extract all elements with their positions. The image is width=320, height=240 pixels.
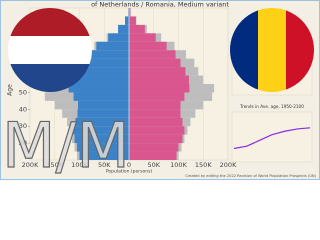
bar bbox=[129, 84, 190, 93]
x-tick-label: 200K bbox=[220, 161, 237, 169]
x-tick-label: 200K bbox=[22, 161, 39, 169]
bar bbox=[69, 75, 129, 84]
bar bbox=[77, 109, 129, 118]
screenshot: of Netherlands / Romania, Medium variant… bbox=[0, 0, 320, 183]
x-tick-label: 0 bbox=[127, 161, 131, 169]
bar bbox=[68, 84, 129, 93]
bar bbox=[129, 109, 181, 118]
bar bbox=[96, 41, 129, 51]
bar bbox=[129, 75, 189, 84]
bar bbox=[129, 143, 179, 152]
x-tick-label: 150K bbox=[46, 161, 63, 169]
bar bbox=[129, 24, 145, 34]
bar bbox=[129, 33, 156, 42]
y-axis-label: Age bbox=[7, 84, 14, 96]
bar bbox=[73, 92, 129, 101]
chart-layer: 200K 150K 100K 50K 0 50K 100K 150K 200K 20 30 40 50 bbox=[19, 8, 311, 169]
bar bbox=[129, 67, 186, 76]
overlay-text: M/M bbox=[2, 109, 130, 180]
trend-title: Trends in Ave. age, 1950-2100 bbox=[239, 104, 304, 109]
bar bbox=[73, 67, 129, 76]
footer: Created by editing the 2022 Revision of … bbox=[185, 174, 316, 178]
bar bbox=[129, 100, 181, 110]
x-tick-label: 100K bbox=[71, 161, 88, 169]
trend-panel bbox=[231, 111, 313, 163]
bar bbox=[85, 50, 129, 59]
bar bbox=[108, 33, 129, 42]
chart-title: of Netherlands / Romania, Medium variant bbox=[91, 1, 229, 9]
bar bbox=[129, 8, 131, 17]
y-tick-label: 40 bbox=[19, 105, 27, 113]
y-tick-label: 20 bbox=[19, 139, 27, 147]
bar bbox=[128, 8, 129, 17]
bar bbox=[129, 151, 177, 160]
bar bbox=[129, 16, 136, 25]
netherlands-flag bbox=[8, 8, 92, 92]
bar bbox=[73, 126, 129, 135]
bar bbox=[78, 100, 129, 110]
y-tick-label: 30 bbox=[19, 122, 27, 130]
x-tick-label: 50K bbox=[147, 161, 160, 169]
bar bbox=[125, 16, 129, 25]
bar bbox=[129, 92, 185, 101]
x-tick-label: 50K bbox=[98, 161, 111, 169]
x-tick-label: 150K bbox=[195, 161, 212, 169]
bar bbox=[75, 117, 129, 127]
bar bbox=[129, 50, 176, 59]
bar bbox=[79, 58, 129, 68]
y-tick-label: 50 bbox=[19, 88, 27, 96]
bar bbox=[77, 143, 129, 152]
bar bbox=[129, 41, 167, 51]
bar bbox=[118, 24, 129, 34]
x-axis-label: Population (persons) bbox=[106, 169, 153, 175]
bar bbox=[129, 126, 185, 135]
x-tick-label: 100K bbox=[170, 161, 187, 169]
romania-flag bbox=[230, 8, 314, 92]
trend-line bbox=[233, 127, 311, 150]
bar bbox=[79, 151, 129, 160]
bar bbox=[129, 58, 181, 68]
bar bbox=[129, 134, 183, 144]
bar bbox=[129, 117, 183, 127]
bar bbox=[74, 134, 129, 144]
